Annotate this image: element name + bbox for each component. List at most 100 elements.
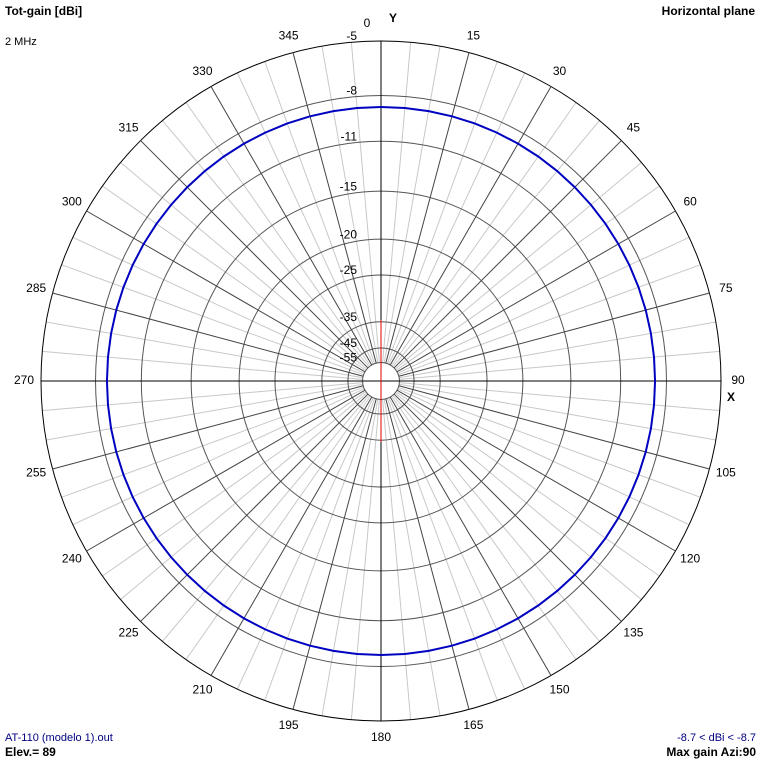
theta-tick-label: 255 (26, 466, 46, 480)
grid-spoke (389, 86, 552, 366)
minor-spoke (399, 350, 720, 380)
minor-spoke (350, 42, 380, 363)
theta-tick-label: 300 (62, 195, 82, 209)
minor-spoke (383, 399, 441, 716)
theta-tick-label: 105 (716, 466, 736, 480)
theta-tick-label: 240 (62, 552, 82, 566)
r-tick-label: -11 (341, 129, 358, 143)
r-tick-label: -35 (340, 310, 358, 324)
minor-spoke (388, 397, 526, 690)
theta-tick-label: 165 (463, 718, 483, 732)
minor-spoke (399, 383, 716, 441)
grid-spoke (393, 393, 622, 622)
minor-spoke (102, 391, 367, 577)
minor-spoke (264, 61, 376, 364)
minor-spoke (395, 185, 660, 371)
minor-spoke (162, 394, 370, 642)
theta-tick-label: 195 (279, 718, 299, 732)
minor-spoke (72, 236, 365, 374)
minor-spoke (399, 321, 716, 379)
minor-spoke (264, 398, 376, 701)
x-axis-label: X (727, 390, 735, 404)
grid-spoke (396, 210, 676, 373)
grid-spoke (398, 292, 710, 377)
minor-spoke (397, 236, 690, 374)
y-axis-label: Y (389, 11, 397, 25)
minor-spoke (383, 46, 441, 363)
minor-spoke (391, 395, 577, 660)
grid-spoke (396, 389, 676, 552)
minor-spoke (394, 162, 642, 370)
minor-spoke (388, 72, 526, 365)
minor-spoke (382, 42, 412, 363)
max-gain: Max gain Azi:90 (666, 745, 756, 759)
r-tick-label: -5 (346, 29, 357, 43)
theta-tick-label: 225 (119, 626, 139, 640)
grid-spoke (86, 210, 366, 373)
frequency: 2 MHz (5, 36, 37, 48)
file-name: AT-110 (modelo 1).out (5, 732, 113, 744)
minor-spoke (46, 321, 363, 379)
chart-title: Tot-gain [dBi] (5, 4, 82, 18)
minor-spoke (350, 399, 380, 720)
theta-tick-label: 315 (119, 121, 139, 135)
theta-tick-label: 285 (26, 281, 46, 295)
theta-tick-label: 0 (364, 16, 371, 30)
pattern-line (105, 105, 657, 657)
minor-spoke (72, 388, 365, 526)
theta-tick-label: 150 (549, 682, 569, 696)
minor-spoke (120, 162, 368, 370)
minor-spoke (391, 102, 577, 367)
minor-spoke (392, 394, 600, 642)
theta-tick-label: 75 (719, 281, 733, 295)
elevation: Elev.= 89 (5, 745, 56, 759)
minor-spoke (46, 383, 363, 441)
minor-spoke (236, 397, 374, 690)
grid (40, 40, 722, 722)
theta-tick-label: 60 (683, 195, 697, 209)
minor-spoke (102, 185, 367, 371)
grid-spoke (210, 396, 373, 676)
r-tick-label: -20 (340, 227, 358, 241)
grid-spoke (210, 86, 373, 366)
minor-spoke (185, 102, 371, 367)
minor-spoke (185, 395, 371, 660)
grid-spoke (140, 393, 369, 622)
grid-spoke (385, 398, 470, 710)
theta-tick-label: 180 (371, 730, 391, 744)
minor-spoke (42, 382, 363, 412)
theta-tick-label: 120 (680, 552, 700, 566)
theta-tick-label: 15 (467, 28, 481, 42)
grid-spoke (140, 140, 369, 369)
theta-tick-label: 45 (627, 121, 641, 135)
minor-spoke (386, 61, 498, 364)
grid-spoke (385, 52, 470, 364)
grid-spoke (52, 292, 364, 377)
minor-spoke (394, 392, 642, 600)
theta-tick-label: 30 (553, 64, 567, 78)
minor-spoke (395, 391, 660, 577)
minor-spoke (42, 350, 363, 380)
theta-tick-label: 330 (192, 64, 212, 78)
minor-spoke (61, 386, 364, 498)
minor-spoke (321, 46, 379, 363)
grid-spoke (393, 140, 622, 369)
theta-tick-label: 210 (192, 682, 212, 696)
grid-spoke (389, 396, 552, 676)
minor-spoke (392, 120, 600, 368)
grid-spoke (52, 385, 364, 470)
minor-spoke (399, 382, 720, 412)
minor-spoke (398, 386, 701, 498)
plane-label: Horizontal plane (662, 4, 756, 18)
grid-spoke (292, 52, 377, 364)
grid-spoke (86, 389, 366, 552)
grid-spoke (398, 385, 710, 470)
gain-range: -8.7 < dBi < -8.7 (677, 732, 756, 744)
minor-spoke (386, 398, 498, 701)
grid-spoke (292, 398, 377, 710)
r-tick-label: -25 (340, 263, 358, 277)
minor-spoke (236, 72, 374, 365)
theta-tick-label: 135 (623, 626, 643, 640)
minor-spoke (397, 388, 690, 526)
